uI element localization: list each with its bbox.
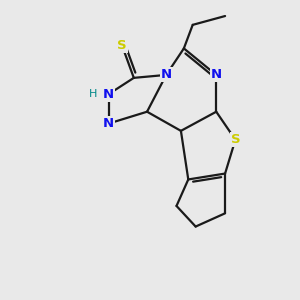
- Text: S: S: [231, 133, 240, 146]
- Text: N: N: [211, 68, 222, 81]
- Text: H: H: [88, 89, 97, 99]
- Text: N: N: [160, 68, 172, 81]
- Text: N: N: [103, 117, 114, 130]
- Text: S: S: [117, 39, 127, 52]
- Text: N: N: [103, 88, 114, 100]
